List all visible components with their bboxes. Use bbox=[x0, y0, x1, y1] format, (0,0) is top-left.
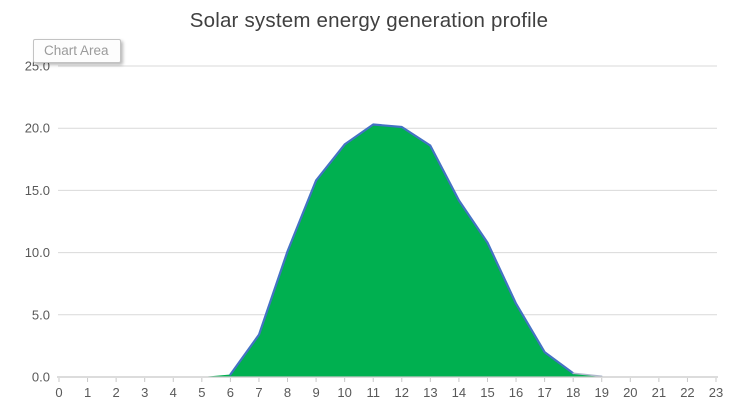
x-axis-label: 6 bbox=[227, 385, 234, 400]
x-axis-label: 7 bbox=[255, 385, 262, 400]
area-series[interactable] bbox=[59, 124, 716, 378]
x-axis-label: 15 bbox=[480, 385, 494, 400]
x-axis-label: 13 bbox=[423, 385, 437, 400]
x-axis-label: 11 bbox=[366, 385, 380, 400]
x-axis-label: 0 bbox=[55, 385, 62, 400]
x-axis-label: 8 bbox=[284, 385, 291, 400]
x-axis-label: 1 bbox=[84, 385, 91, 400]
y-axis-label: 5.0 bbox=[32, 307, 50, 322]
x-axis-label: 22 bbox=[680, 385, 694, 400]
chart-area-tooltip: Chart Area bbox=[33, 39, 121, 63]
x-axis[interactable]: 0 1 2 3 4 5 6 7 8 9 10 11 12 13 14 15 16 17 18 19 20 21 22 23 bbox=[55, 376, 723, 400]
x-axis-label: 10 bbox=[337, 385, 351, 400]
x-axis-label: 14 bbox=[452, 385, 466, 400]
x-axis-label: 17 bbox=[537, 385, 551, 400]
y-axis-label: 15.0 bbox=[25, 183, 50, 198]
series-border-fade bbox=[572, 372, 603, 377]
y-axis-label: 20.0 bbox=[25, 121, 50, 136]
y-axis-label: 0.0 bbox=[32, 370, 50, 385]
x-axis-label: 2 bbox=[113, 385, 120, 400]
series-border-line[interactable] bbox=[229, 123, 575, 376]
x-axis-label: 23 bbox=[709, 385, 723, 400]
chart-title[interactable]: Solar system energy generation profile bbox=[189, 9, 549, 32]
y-axis[interactable]: 0.05.010.015.020.025.0 bbox=[25, 59, 50, 385]
x-axis-label: 4 bbox=[170, 385, 177, 400]
x-axis-label: 16 bbox=[509, 385, 523, 400]
x-axis-label: 20 bbox=[623, 385, 637, 400]
x-axis-label: 19 bbox=[595, 385, 609, 400]
x-axis-label: 3 bbox=[141, 385, 148, 400]
x-axis-label: 12 bbox=[395, 385, 409, 400]
x-axis-label: 18 bbox=[566, 385, 580, 400]
x-axis-label: 21 bbox=[652, 385, 666, 400]
x-axis-label: 5 bbox=[198, 385, 205, 400]
x-axis-label: 9 bbox=[312, 385, 319, 400]
y-axis-label: 10.0 bbox=[25, 245, 50, 260]
